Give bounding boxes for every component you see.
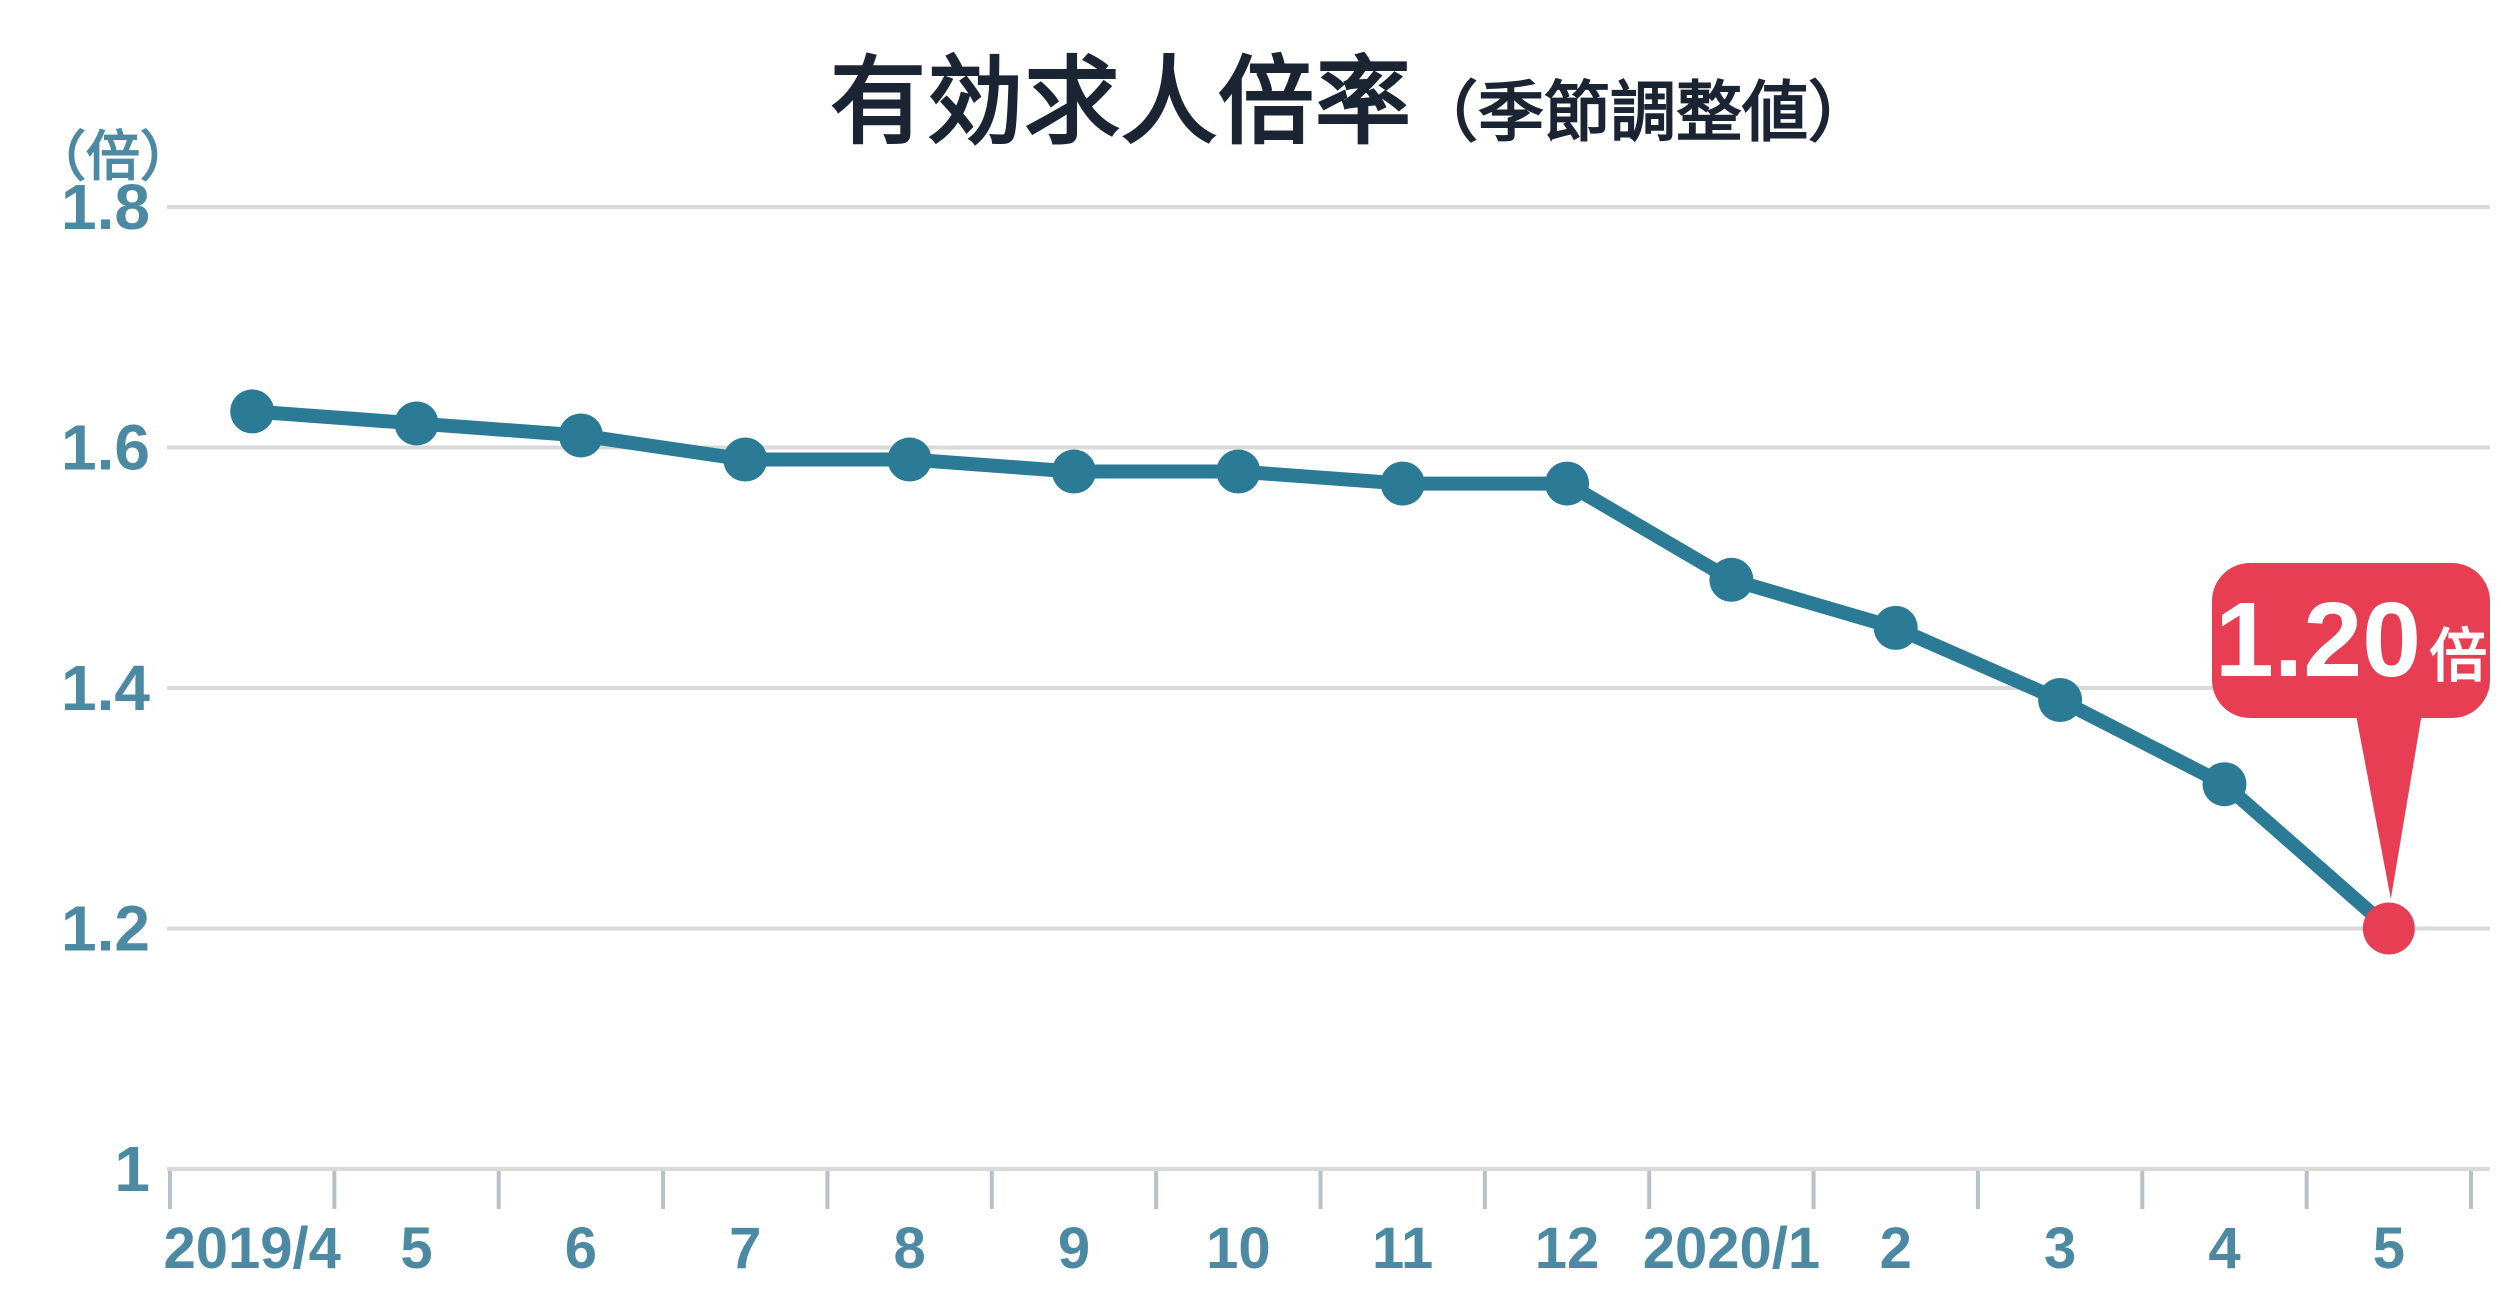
data-point [394, 401, 439, 446]
y-axis-label: 1 [114, 1133, 150, 1205]
data-point [558, 413, 603, 458]
x-axis-label: 2019/4 [163, 1216, 340, 1281]
data-point [1873, 605, 1918, 650]
callout-unit: 倍 [2429, 624, 2488, 689]
data-point [230, 389, 275, 434]
x-axis-label: 3 [2044, 1216, 2076, 1281]
highlight-callout: 1.20 倍 [2212, 563, 2490, 718]
y-axis-label: 1.8 [61, 171, 150, 243]
x-axis-label: 2020/1 [1643, 1216, 1820, 1281]
y-axis-label: 1.4 [61, 652, 150, 724]
y-axis-label: 1.2 [61, 893, 150, 965]
x-axis-label: 10 [1206, 1216, 1271, 1281]
chart-title: 有効求人倍率 （季節調整値） [830, 24, 1874, 163]
y-axis-label: 1.6 [61, 412, 150, 484]
data-point [2202, 762, 2247, 807]
x-axis-label: 5 [400, 1216, 432, 1281]
x-axis-label: 12 [1535, 1216, 1600, 1281]
data-point [1380, 461, 1425, 506]
data-point [1545, 461, 1590, 506]
y-axis-unit-label: （倍） [32, 127, 194, 187]
x-axis-label: 7 [729, 1216, 761, 1281]
chart-title-main: 有効求人倍率 [830, 49, 1412, 156]
highlight-point [2362, 902, 2415, 955]
data-point [887, 437, 932, 482]
x-axis-label: 4 [2208, 1216, 2240, 1281]
data-point [2038, 678, 2083, 723]
x-axis-label: 11 [1372, 1216, 1433, 1281]
x-axis-label: 9 [1058, 1216, 1090, 1281]
x-axis-label: 2 [1880, 1216, 1912, 1281]
callout-tail [2355, 714, 2422, 899]
callout-value: 1.20 [2214, 581, 2422, 699]
x-axis-label: 6 [565, 1216, 597, 1281]
data-point [1709, 557, 1754, 602]
data-point [723, 437, 768, 482]
data-point [1216, 449, 1261, 494]
trend-line [245, 404, 2396, 936]
x-axis-label: 5 [2373, 1216, 2405, 1281]
x-axis-label: 8 [893, 1216, 925, 1281]
data-point [1051, 449, 1096, 494]
chart-title-sub: （季節調整値） [1412, 75, 1874, 149]
